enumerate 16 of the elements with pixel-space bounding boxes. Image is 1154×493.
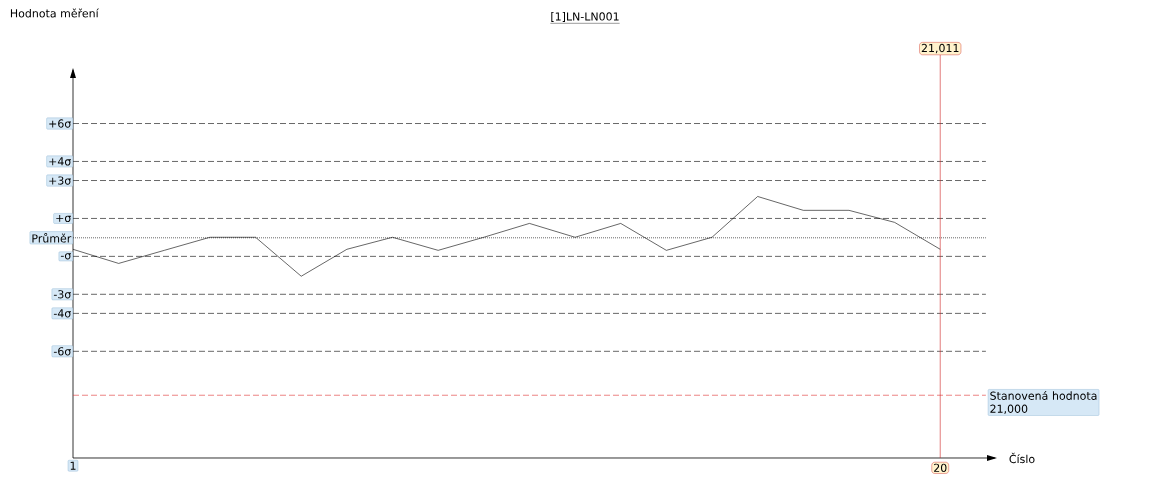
ref-line-label: +4σ <box>49 157 71 166</box>
ref-line-label: -3σ <box>53 290 71 299</box>
text: 21,011 <box>921 43 959 54</box>
ref-line-label: -4σ <box>53 309 71 318</box>
ref-line-label: Stanovená hodnota 21,000 <box>990 390 1097 414</box>
ref-line-label: -σ <box>60 253 71 260</box>
x-tick-label: 1 <box>70 461 76 470</box>
x-axis-title: Číslo <box>1009 452 1035 464</box>
text: Hodnota měření <box>10 8 99 18</box>
ref-line-label: -6σ <box>53 347 71 356</box>
ref-line-label: Průměr <box>32 233 72 243</box>
ref-line-label: +3σ <box>49 176 71 185</box>
ref-line-label: +σ <box>56 214 71 222</box>
x-tick-label: 20 <box>934 463 947 473</box>
ref-line-label: +6σ <box>49 119 71 128</box>
chart-title: [1]LN-LN001 <box>551 12 619 22</box>
